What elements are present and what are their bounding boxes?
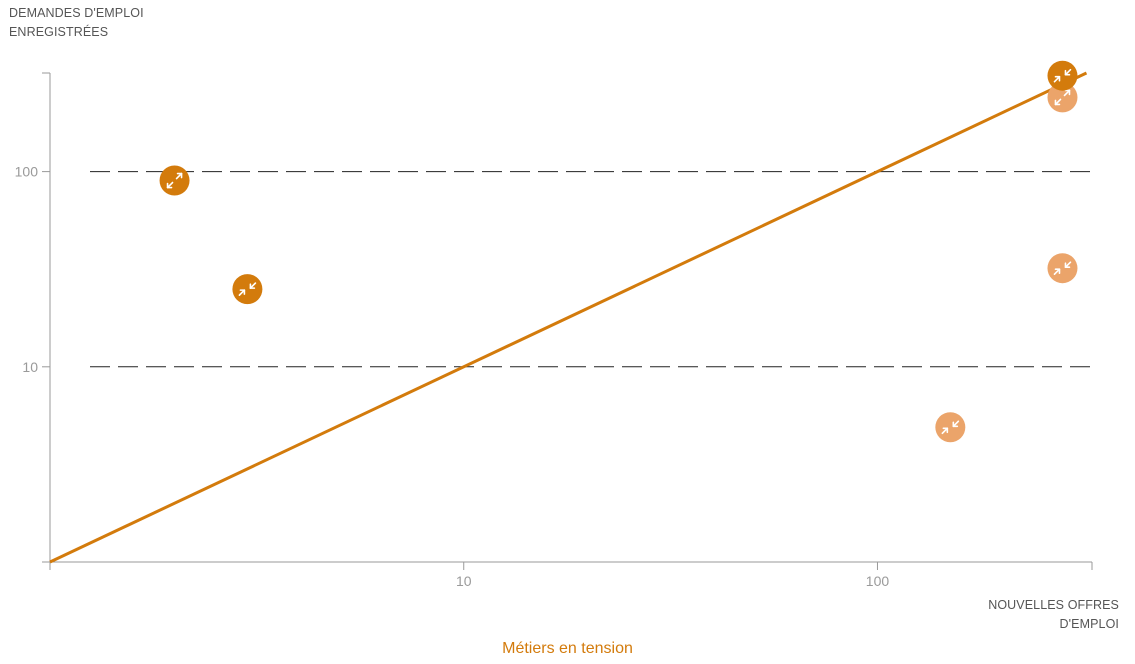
arrow-stroke: [1054, 98, 1062, 106]
arrow-head: [166, 182, 173, 189]
x-tick-label: 10: [456, 573, 472, 589]
point-marker: [159, 165, 190, 196]
point-marker: [935, 412, 966, 443]
data-point: [159, 165, 190, 196]
arrow-head: [1064, 89, 1071, 96]
arrow-head: [1054, 99, 1061, 106]
arrow-stroke: [249, 282, 257, 289]
arrow-head: [942, 427, 949, 434]
x-tick-label: 100: [866, 573, 890, 589]
data-point: [935, 412, 966, 443]
y-tick-label: 100: [15, 164, 39, 180]
arrow-stroke: [1064, 68, 1072, 76]
arrow-stroke: [1063, 89, 1071, 97]
arrow-stroke: [238, 289, 246, 296]
chart-title: Métiers en tension: [502, 640, 633, 657]
arrow-stroke: [166, 181, 174, 189]
arrow-stroke: [941, 427, 949, 435]
arrow-head: [1064, 69, 1071, 76]
arrow-head: [239, 289, 246, 295]
arrow-stroke: [1064, 261, 1072, 268]
axes: 10 100 10 100: [15, 72, 1093, 589]
arrow-head: [176, 172, 183, 179]
diagonal-line-layer: [49, 71, 1088, 564]
arrow-head: [249, 283, 256, 289]
y-tick-label: 10: [22, 359, 38, 375]
arrow-head: [1054, 268, 1061, 274]
diagonal-line: [49, 71, 1088, 564]
arrow-head: [1054, 75, 1061, 82]
arrow-stroke: [1053, 268, 1061, 275]
data-point: [232, 274, 263, 305]
x-axis-label-line: NOUVELLES OFFRES: [988, 598, 1119, 612]
point-marker: [1047, 253, 1078, 284]
data-point: [1047, 82, 1078, 113]
x-axis-label-line: D'EMPLOI: [1059, 617, 1119, 631]
x-axis-label: NOUVELLES OFFRES D'EMPLOI: [988, 596, 1119, 634]
arrow-head: [952, 421, 959, 428]
point-marker: [1047, 60, 1078, 91]
arrow-stroke: [175, 172, 183, 180]
y-axis-label: DEMANDES D'EMPLOI ENREGISTRÉES: [9, 4, 144, 42]
point-marker: [232, 274, 263, 305]
y-axis-label-line: ENREGISTRÉES: [9, 25, 109, 39]
data-point: [1047, 60, 1078, 91]
y-axis-label-line: DEMANDES D'EMPLOI: [9, 6, 144, 20]
points-layer: [159, 60, 1078, 443]
arrow-head: [1064, 262, 1071, 268]
arrow-stroke: [1053, 75, 1061, 83]
reference-lines: [90, 171, 1092, 368]
arrow-stroke: [952, 420, 960, 428]
data-point: [1047, 253, 1078, 284]
